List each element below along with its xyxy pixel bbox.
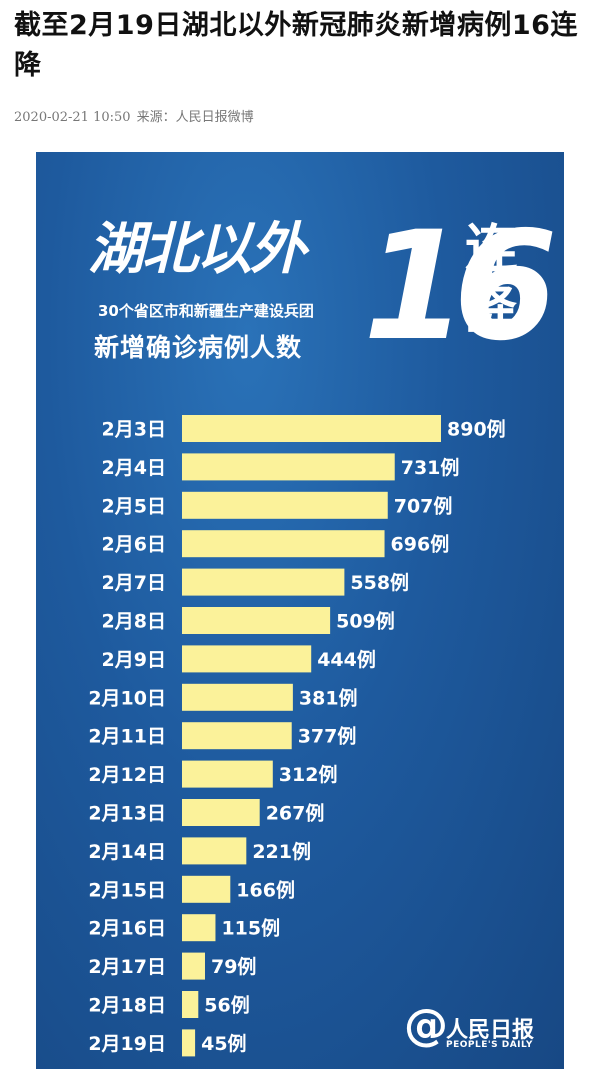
bar [182,530,385,558]
poster-subtitle-regions: 30个省区市和新疆生产建设兵团 [98,302,314,320]
bar [182,837,247,865]
bar-value-label: 166例 [236,878,295,901]
category-label: 2月12日 [88,764,166,786]
category-label: 2月7日 [102,572,166,594]
bar [182,683,293,711]
bar-value-label: 267例 [266,802,325,825]
poster-big-number: 16 [363,200,558,374]
category-label: 2月13日 [88,803,166,825]
bar [182,991,199,1018]
poster-side-text: 连 降 [461,220,521,340]
bar [182,799,260,826]
bar-value-label: 509例 [336,610,395,633]
bar-chart: 2月3日 890例 2月4日 731例 2月5日 707例 2月6日 696例 2月7日 558例… [88,415,506,1057]
bar [182,952,205,980]
category-label: 2月8日 [102,611,166,633]
article-meta: 2020-02-21 10:50 来源：人民日报微博 [14,106,254,125]
category-label: 2月19日 [88,1033,166,1055]
logo-name: 人民日报 [446,1018,535,1043]
bar [182,607,331,634]
bar-value-label: 696例 [391,533,450,556]
category-label: 2月9日 [102,649,166,671]
bar [182,568,345,596]
logo-at-icon: @ [404,1000,448,1051]
bar-value-label: 221例 [252,840,311,863]
bar [182,453,395,481]
article-source: 来源：人民日报微博 [136,110,254,125]
bar [182,491,388,519]
category-label: 2月5日 [102,495,166,517]
bar [182,914,216,942]
category-label: 2月4日 [102,457,166,479]
bar [182,645,312,673]
bar-value-label: 312例 [279,763,338,786]
poster-subtitle-metric: 新增确诊病例人数 [94,333,303,362]
infographic-poster: 湖北以外 30个省区市和新疆生产建设兵团 新增确诊病例人数 16 连 降 2月3… [36,152,564,1069]
article-datetime: 2020-02-21 10:50 [14,110,131,125]
bar-value-label: 56例 [204,994,249,1017]
bar-value-label: 381例 [299,686,358,709]
bar-value-label: 731例 [401,456,460,479]
bar [182,1029,196,1057]
bar-value-label: 890例 [447,418,506,441]
bar [182,415,441,442]
article-headline: 截至2月19日湖北以外新冠肺炎新增病例16连降 [14,10,578,81]
category-label: 2月15日 [88,879,166,901]
bar [182,875,231,903]
bar [182,722,292,750]
category-label: 2月6日 [102,534,166,556]
bar-value-label: 45例 [201,1032,246,1055]
bar [182,760,273,788]
bar-value-label: 444例 [317,648,376,671]
bar-value-label: 558例 [350,571,409,594]
poster-title: 湖北以外 [88,217,306,282]
category-label: 2月3日 [102,419,166,441]
category-label: 2月10日 [88,687,166,709]
poster-side-char-2: 降 [464,280,517,340]
poster-side-char-1: 连 [464,220,517,280]
bar-value-label: 707例 [394,494,453,517]
category-label: 2月14日 [88,841,166,863]
logo-english: PEOPLE'S DAILY [446,1040,533,1050]
bar-value-label: 377例 [298,725,357,748]
category-label: 2月11日 [88,726,166,748]
category-label: 2月17日 [88,956,166,978]
category-label: 2月16日 [88,918,166,940]
bar-value-label: 79例 [211,955,256,978]
category-label: 2月18日 [88,995,166,1017]
bar-value-label: 115例 [221,917,280,940]
